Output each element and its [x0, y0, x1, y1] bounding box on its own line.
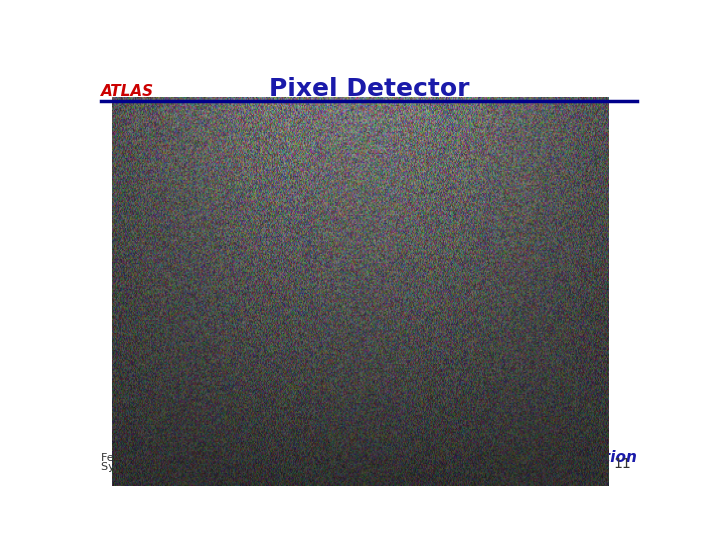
- Text: 11: 11: [613, 457, 631, 471]
- Text: System Test DAQ: System Test DAQ: [101, 462, 196, 472]
- Text: Pixel Detector Integration: Pixel Detector Integration: [413, 450, 637, 465]
- Text: E. Anderssen LBNL: E. Anderssen LBNL: [477, 464, 574, 474]
- Text: Cable and Tube strain Reliefs (SLA): Cable and Tube strain Reliefs (SLA): [176, 100, 562, 119]
- Text: February 2006: February 2006: [101, 453, 182, 463]
- Text: Pixel Detector: Pixel Detector: [269, 77, 469, 101]
- Text: ATLAS: ATLAS: [101, 84, 154, 99]
